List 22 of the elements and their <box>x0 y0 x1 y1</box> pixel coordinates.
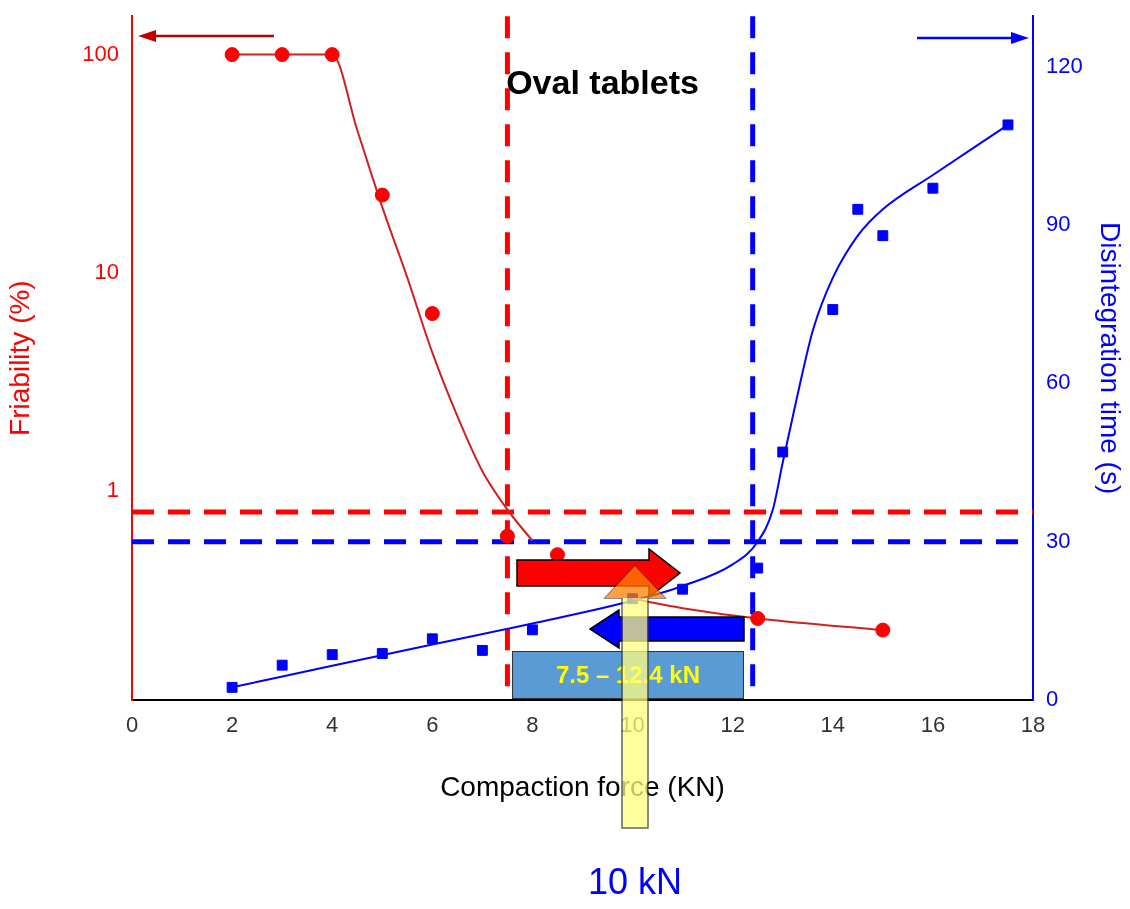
y2-axis-title: Disintegration time (s) <box>1095 221 1127 495</box>
y2-tick-label: 0 <box>1046 686 1059 712</box>
x-tick-label: 6 <box>426 712 439 738</box>
x-tick-label: 14 <box>820 712 846 738</box>
x-tick-label: 12 <box>720 712 745 738</box>
text: 10 kN <box>587 860 683 902</box>
x-tick-label: 2 <box>225 712 239 738</box>
y-tick-label: 1 <box>106 476 119 502</box>
y2-tick-label: 30 <box>1046 527 1071 553</box>
y-tick-label: 10 <box>94 258 119 284</box>
y2-tick-label: 120 <box>1046 52 1083 78</box>
y2-tick-label: 90 <box>1046 211 1071 237</box>
y2-tick-label: 60 <box>1046 369 1071 395</box>
x-tick-label: 4 <box>326 712 339 738</box>
x-tick-label: 16 <box>920 712 946 738</box>
x-axis-title: Compaction force (KN) <box>440 770 725 802</box>
y-axis-title: Friability (%) <box>3 280 35 436</box>
x-tick-label: 0 <box>125 712 139 738</box>
x-tick-label: 8 <box>526 712 539 738</box>
text: Oval tablets <box>506 62 699 101</box>
y-tick-label: 100 <box>82 40 119 66</box>
x-tick-label: 18 <box>1020 712 1046 738</box>
